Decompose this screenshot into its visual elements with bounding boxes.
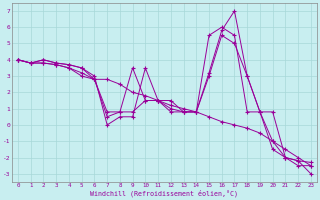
X-axis label: Windchill (Refroidissement éolien,°C): Windchill (Refroidissement éolien,°C) [91,190,238,197]
